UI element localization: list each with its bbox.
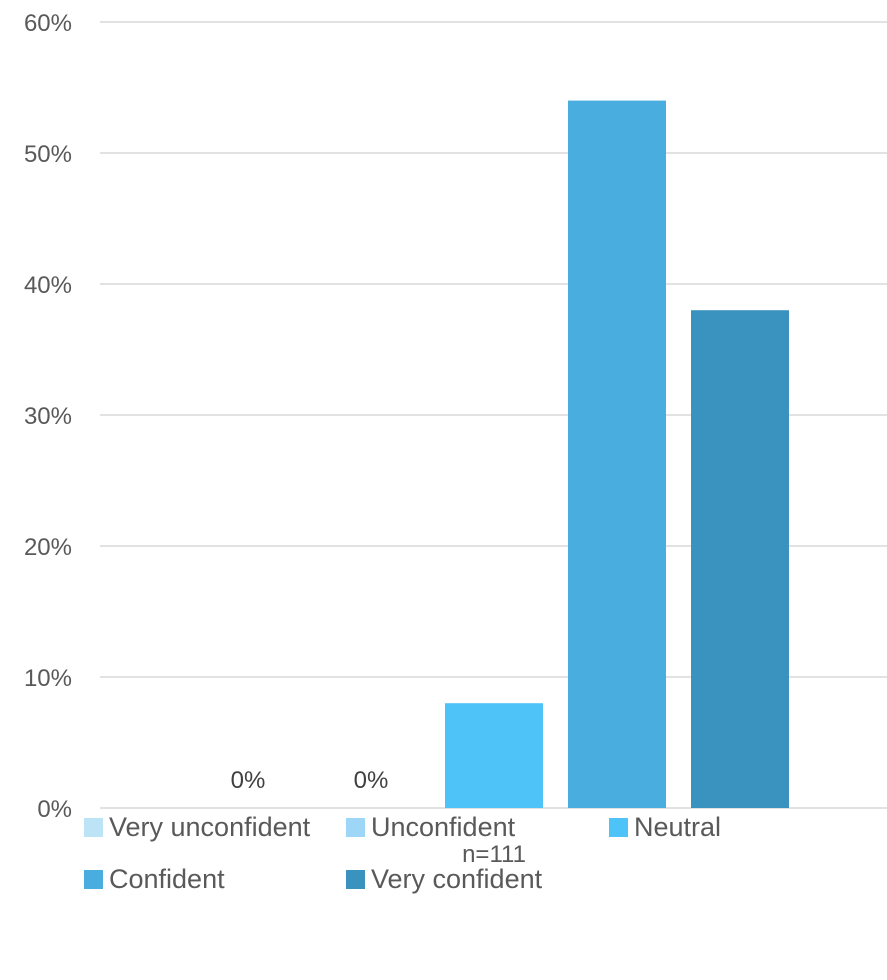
legend-swatch (84, 818, 103, 837)
legend-swatch (609, 818, 628, 837)
legend-label: Confident (109, 864, 225, 894)
legend-label: Unconfident (371, 812, 516, 842)
y-tick-label: 30% (24, 403, 72, 430)
bar-confident (568, 100, 666, 809)
gridlines (100, 21, 887, 809)
y-tick-label: 50% (24, 141, 72, 168)
legend-label: Neutral (634, 812, 722, 842)
y-tick-label: 40% (24, 272, 72, 299)
data-label: 0% (354, 767, 389, 794)
legend-item-very-confident: Very confident (346, 864, 542, 895)
legend-item-very-unconfident: Very unconfident (84, 812, 310, 843)
y-tick-label: 60% (24, 10, 72, 37)
legend-swatch (346, 870, 365, 889)
legend-item-confident: Confident (84, 864, 225, 895)
y-tick-label: 0% (37, 796, 72, 823)
legend-swatch (84, 870, 103, 889)
bars (445, 100, 789, 809)
data-label: 0% (231, 767, 266, 794)
bar-chart: 0% 10% 20% 30% 40% 50% 60% 0% 0% n=111 (24, 10, 887, 868)
y-axis-tick-labels: 0% 10% 20% 30% 40% 50% 60% (24, 10, 72, 823)
y-tick-label: 20% (24, 534, 72, 561)
bar-very-confident (691, 310, 789, 808)
legend-label: Very unconfident (109, 812, 311, 842)
bar-neutral (445, 703, 543, 808)
legend-label: Very confident (371, 864, 543, 894)
legend-item-neutral: Neutral (609, 812, 721, 843)
data-labels: 0% 0% (231, 767, 389, 794)
x-axis-category-labels: n=111 (462, 841, 526, 868)
legend-item-unconfident: Unconfident (346, 812, 515, 843)
y-tick-label: 10% (24, 665, 72, 692)
legend-swatch (346, 818, 365, 837)
x-category-label: n=111 (462, 841, 526, 868)
